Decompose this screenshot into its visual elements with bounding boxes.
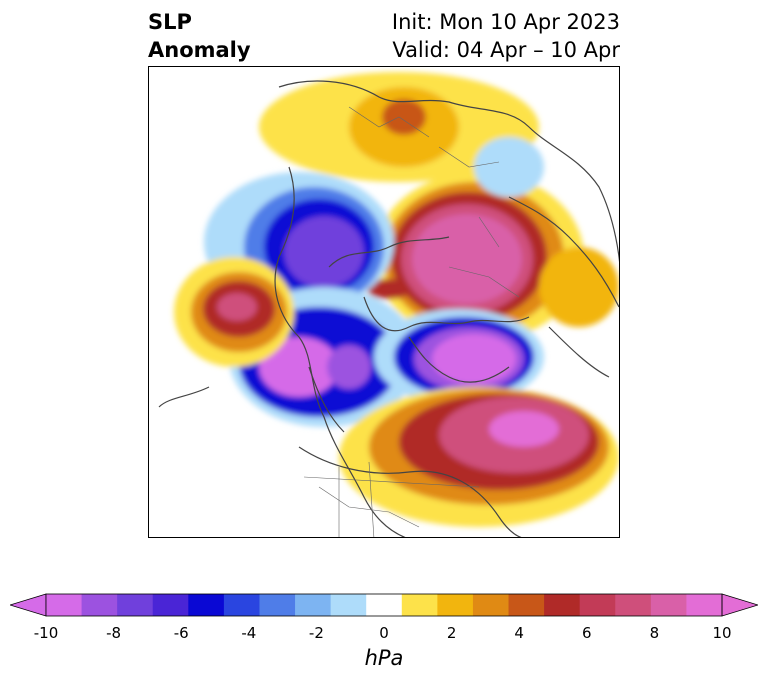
anomaly-fields	[174, 72, 619, 527]
high-siberia-l5	[412, 214, 522, 304]
high-natl-core	[217, 293, 257, 321]
map-dates: Init: Mon 10 Apr 2023 Valid: 04 Apr – 10…	[392, 8, 620, 64]
colorbar-swatch	[401, 594, 438, 616]
colorbar-tick-label: 4	[514, 624, 524, 642]
colorbar-tick-label: -4	[241, 624, 257, 642]
map-panel	[148, 66, 620, 538]
borders	[303, 106, 520, 537]
map-title: SLP Anomaly	[148, 8, 251, 64]
high-arctic-small	[367, 279, 411, 299]
colorbar-tick-label: -2	[308, 624, 324, 642]
high-europe-core	[382, 99, 426, 135]
colorbar-ticks: -10 -8 -6 -4 -2 0 2 4 6 8 10	[0, 624, 768, 644]
colorbar-swatch	[46, 594, 83, 616]
valid-dates: Valid: 04 Apr – 10 Apr	[392, 38, 620, 62]
colorbar-unit: hPa	[364, 646, 404, 670]
colorbar-tick-label: 10	[712, 624, 732, 642]
colorbar-swatch	[295, 594, 332, 616]
colorbar-swatch	[188, 594, 225, 616]
title-variable-sub: Anomaly	[148, 38, 251, 62]
colorbar-swatch	[472, 594, 510, 616]
high-eastasia	[539, 247, 619, 327]
high-npac-core	[489, 411, 559, 447]
colorbar-arrow-left	[10, 593, 47, 617]
low-atlantic-l4	[284, 216, 364, 288]
colorbar-swatch	[650, 594, 687, 616]
low-canada-core1	[259, 337, 339, 397]
colorbar-swatch	[579, 594, 616, 616]
colorbar-boxes	[10, 593, 758, 617]
colorbar-swatch	[117, 594, 154, 616]
colorbar-swatch	[330, 594, 367, 616]
colorbar-swatch	[615, 594, 652, 616]
colorbar-tick-label: 0	[379, 624, 389, 642]
colorbar-tick-label: 6	[582, 624, 592, 642]
colorbar-swatch	[437, 594, 474, 616]
low-eastasia-small	[474, 137, 544, 197]
colorbar-swatch	[259, 594, 296, 616]
colorbar-swatch	[152, 594, 189, 616]
colorbar-tick-label: 8	[649, 624, 660, 642]
colorbar-tick-label: -8	[106, 624, 122, 642]
colorbar-arrow-right	[721, 593, 758, 617]
colorbar-outline	[45, 593, 723, 617]
low-canada-core2	[327, 345, 371, 389]
colorbar-swatch	[81, 594, 118, 616]
colorbar	[10, 593, 758, 617]
init-date: Init: Mon 10 Apr 2023	[391, 10, 620, 34]
colorbar-tick-label: -6	[173, 624, 189, 642]
low-pacific-core	[432, 334, 516, 384]
anomaly-map	[158, 72, 619, 537]
colorbar-swatch	[544, 594, 581, 616]
title-variable: SLP	[148, 10, 192, 34]
colorbar-tick-label: 2	[446, 624, 457, 642]
colorbar-swatch	[366, 594, 403, 616]
colorbar-swatch	[508, 594, 545, 616]
colorbar-tick-label: -10	[33, 624, 59, 642]
colorbar-swatch	[223, 594, 260, 616]
colorbar-swatch	[686, 594, 723, 616]
coastlines	[158, 80, 619, 537]
